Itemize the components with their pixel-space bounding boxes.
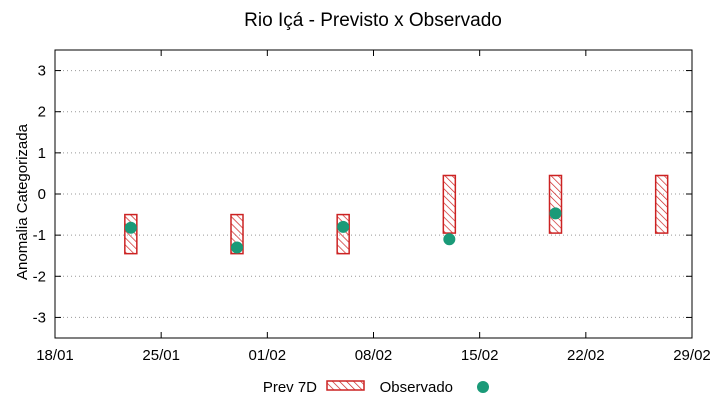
observed-point	[337, 220, 350, 233]
legend: Prev 7D Observado	[263, 379, 489, 396]
forecast-bar	[442, 174, 457, 234]
y-tick-label: 2	[38, 104, 46, 121]
forecast-bar	[654, 174, 669, 234]
y-tick-label: 3	[38, 63, 46, 80]
legend-swatch-prev	[326, 380, 365, 391]
chart-title: Rio Içá - Previsto x Observado	[244, 10, 502, 31]
y-tick-label: 1	[38, 145, 46, 162]
forecast-bar	[336, 213, 350, 255]
observed-point	[124, 221, 137, 234]
grid	[55, 70, 692, 318]
forecast-series	[124, 174, 669, 255]
x-tick-label: 08/02	[355, 347, 393, 364]
observed-series	[124, 207, 562, 254]
x-tick-label: 18/01	[36, 347, 74, 364]
y-tick-label: -2	[33, 268, 46, 285]
x-tick-label: 22/02	[567, 347, 605, 364]
legend-marker-observado	[477, 381, 489, 393]
x-tick-label: 01/02	[249, 347, 287, 364]
legend-label-observado: Observado	[380, 379, 453, 396]
y-tick-label: -3	[33, 309, 46, 326]
legend-label-prev: Prev 7D	[263, 379, 317, 396]
x-tick-label: 25/01	[142, 347, 180, 364]
observed-point	[443, 233, 456, 246]
x-tick-label: 15/02	[461, 347, 499, 364]
forecast-bar	[124, 213, 138, 255]
x-tick-label: 29/02	[673, 347, 711, 364]
y-axis-label: Anomalia Categorizada	[14, 123, 31, 280]
y-tick-label: 0	[38, 186, 46, 203]
axis-ticks: 3 2 1 0 -1 -2 -3 18/01 25/01 01/02 08/02 15/02 22/02…	[33, 50, 711, 364]
y-tick-label: -1	[33, 227, 46, 244]
observed-point	[549, 207, 562, 220]
forecast-bar	[548, 174, 563, 234]
plot-frame	[54, 49, 693, 339]
observed-point	[231, 241, 243, 254]
